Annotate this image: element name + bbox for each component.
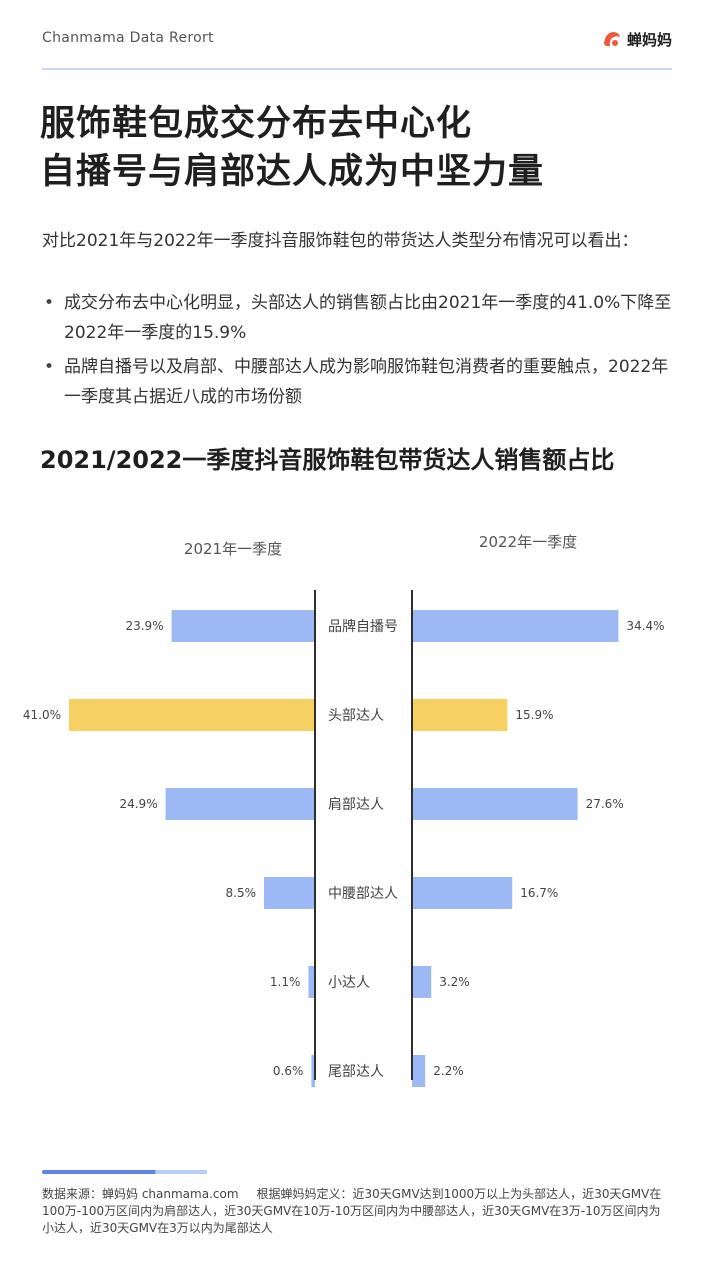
bullet-item: 品牌自播号以及肩部、中腰部达人成为影响服饰鞋包消费者的重要触点，2022年一季度…	[42, 352, 672, 412]
value-label-2021: 1.1%	[270, 975, 301, 989]
page-title-line-1: 服饰鞋包成交分布去中心化	[40, 104, 473, 144]
value-label-2022: 15.9%	[515, 708, 553, 722]
bar-2021	[308, 966, 315, 998]
bar-2022	[412, 699, 508, 731]
value-label-2021: 8.5%	[226, 886, 257, 900]
category-label: 尾部达人	[328, 1064, 384, 1080]
category-label: 中腰部达人	[328, 886, 398, 902]
intro-text: 对比2021年与2022年一季度抖音服饰鞋包的带货达人类型分布情况可以看出：	[42, 231, 639, 251]
footer-accent-line	[42, 1170, 207, 1174]
bar-2022	[412, 877, 513, 909]
logo-text: 蝉妈妈	[626, 30, 672, 49]
value-label-2022: 27.6%	[586, 797, 624, 811]
series-header-2021: 2021年一季度	[184, 540, 282, 558]
value-label-2021: 41.0%	[23, 708, 61, 722]
category-label: 小达人	[328, 975, 370, 991]
value-label-2021: 23.9%	[125, 619, 163, 633]
category-label: 品牌自播号	[328, 618, 398, 635]
chart-title: 2021/2022一季度抖音服饰鞋包带货达人销售额占比	[40, 446, 615, 474]
bar-2021	[69, 699, 315, 731]
bar-2022	[412, 610, 619, 642]
page-title: 服饰鞋包成交分布去中心化 自播号与肩部达人成为中坚力量	[40, 100, 544, 196]
header-divider	[42, 68, 672, 70]
value-label-2021: 0.6%	[273, 1064, 304, 1078]
value-label-2021: 24.9%	[119, 797, 157, 811]
bar-2022	[412, 1055, 426, 1087]
cicada-logo-icon	[603, 32, 620, 47]
header: Chanmama Data Rerort 蝉妈妈	[42, 28, 672, 56]
bar-2021	[264, 877, 315, 909]
bar-2021	[171, 610, 315, 642]
butterfly-bar-chart: 2021年一季度 2022年一季度 23.9% 34.4% 品牌自播号 41.0% 15.9…	[23, 533, 665, 1087]
value-label-2022: 16.7%	[520, 886, 558, 900]
value-label-2022: 3.2%	[439, 975, 470, 989]
definition-note: 根据蝉妈妈定义：近30天GMV达到1000万以上为头部达人，近30天GMV在10…	[42, 1187, 662, 1235]
value-label-2022: 34.4%	[626, 619, 664, 633]
category-label: 头部达人	[328, 708, 384, 724]
bullet-list: 成交分布去中心化明显，头部达人的销售额占比由2021年一季度的41.0%下降至2…	[42, 288, 672, 416]
bar-2022	[412, 966, 432, 998]
data-source: 数据来源：蝉妈妈 chanmama.com	[42, 1187, 239, 1201]
bullet-item: 成交分布去中心化明显，头部达人的销售额占比由2021年一季度的41.0%下降至2…	[42, 288, 672, 348]
logo: 蝉妈妈	[601, 28, 672, 50]
category-label: 肩部达人	[328, 797, 384, 813]
bar-2022	[412, 788, 578, 820]
footer-note: 数据来源：蝉妈妈 chanmama.com 根据蝉妈妈定义：近30天GMV达到10…	[42, 1186, 672, 1237]
series-header-2022: 2022年一季度	[479, 533, 577, 551]
bar-2021	[165, 788, 315, 820]
bar-2021	[311, 1055, 315, 1087]
brand-english-name: Chanmama Data Rerort	[42, 30, 214, 46]
page-title-line-2: 自播号与肩部达人成为中坚力量	[40, 152, 545, 192]
value-label-2022: 2.2%	[433, 1064, 464, 1078]
